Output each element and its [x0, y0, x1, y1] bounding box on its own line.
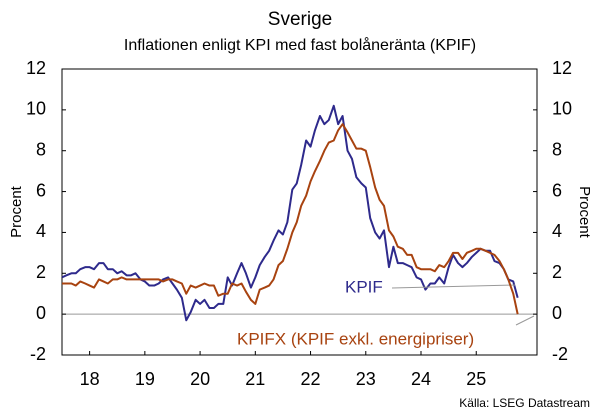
y2-tick-label: 12 — [552, 58, 572, 78]
series-line — [62, 123, 519, 315]
series-line — [61, 104, 519, 322]
y2-tick-label: 4 — [552, 221, 562, 241]
source-note: Källa: LSEG Datastream — [459, 396, 590, 410]
x-tick-label: 22 — [301, 369, 321, 389]
y-tick-label: 8 — [36, 139, 46, 159]
x-tick-label: 23 — [356, 369, 376, 389]
y2-tick-label: 6 — [552, 180, 562, 200]
y2-axis-label: Procent — [576, 186, 593, 239]
x-tick-label: 19 — [135, 369, 155, 389]
y-tick-label: 4 — [36, 221, 46, 241]
chart-subtitle: Inflationen enligt KPI med fast bolånerä… — [124, 36, 476, 54]
y-tick-label: -2 — [30, 344, 46, 364]
y2-tick-label: 0 — [552, 303, 562, 323]
y-tick-label: 6 — [36, 180, 46, 200]
series-label: KPIF — [345, 277, 383, 296]
y2-tick-label: 10 — [552, 99, 572, 119]
x-tick-label: 24 — [411, 369, 431, 389]
x-tick-label: 25 — [466, 369, 486, 389]
x-tick-label: 18 — [80, 369, 100, 389]
y2-tick-label: 8 — [552, 139, 562, 159]
chart-title: Sverige — [268, 9, 332, 30]
x-tick-label: 20 — [190, 369, 210, 389]
y-tick-label: 2 — [36, 262, 46, 282]
label-leader — [515, 315, 535, 326]
y2-tick-label: 2 — [552, 262, 562, 282]
series-label: KPIFX (KPIF exkl. energipriser) — [237, 329, 474, 348]
y-axis-label: Procent — [8, 185, 25, 238]
y2-tick-label: -2 — [552, 344, 568, 364]
y-tick-label: 12 — [26, 58, 46, 78]
x-tick-label: 21 — [245, 369, 265, 389]
y-tick-label: 0 — [36, 303, 46, 323]
y-tick-label: 10 — [26, 99, 46, 119]
label-leader — [391, 284, 516, 289]
plot-frame — [61, 68, 538, 356]
